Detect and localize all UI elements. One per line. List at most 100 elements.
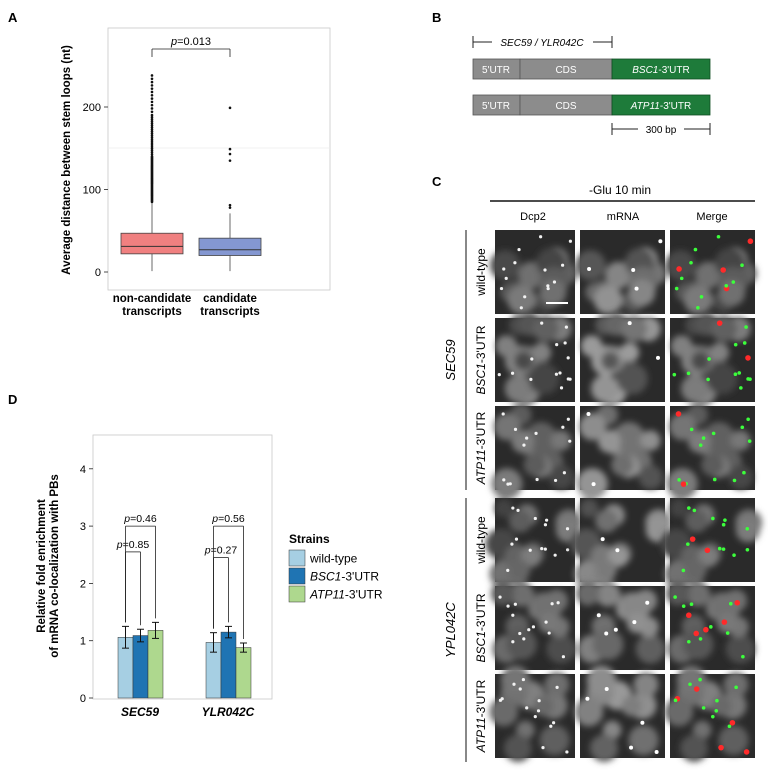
bar-2-1 bbox=[132, 635, 149, 699]
construct-bsc1: 5'UTR CDS BSC1-3'UTR bbox=[472, 58, 711, 80]
micrograph-tile bbox=[575, 230, 667, 315]
micrograph-dot bbox=[674, 286, 679, 291]
micrograph-cell bbox=[687, 430, 711, 454]
sig-pvalue-rest: =0.46 bbox=[130, 513, 157, 525]
micrograph-dot bbox=[506, 604, 510, 608]
micrograph-cell bbox=[494, 499, 514, 518]
box-outlier bbox=[150, 100, 154, 104]
sig-pvalue: p=0.46 bbox=[123, 513, 157, 525]
micrograph-dot bbox=[546, 286, 550, 291]
micrograph-cell bbox=[504, 374, 533, 403]
panel-b-letter: B bbox=[432, 10, 441, 25]
micrograph-dot bbox=[740, 425, 745, 430]
micrograph-cell bbox=[666, 581, 690, 606]
column-label-dcp2: Dcp2 bbox=[520, 211, 546, 223]
micrograph-dot bbox=[531, 625, 536, 629]
construct-2-utr5: 5'UTR bbox=[482, 101, 510, 112]
micrograph-cells bbox=[580, 312, 661, 406]
panel-a-xlabel-2-line2: transcripts bbox=[200, 306, 259, 318]
micrograph-dot bbox=[604, 631, 609, 636]
box-outlier bbox=[150, 152, 154, 156]
micrograph-dot bbox=[553, 478, 558, 483]
legend-label-suffix: wild-type bbox=[309, 552, 358, 566]
micrograph-tile bbox=[489, 665, 575, 763]
micrograph-dot bbox=[498, 595, 502, 599]
micrograph-dot bbox=[631, 268, 636, 273]
micrograph-cells bbox=[570, 499, 673, 588]
micrograph-tile bbox=[670, 312, 755, 406]
micrograph-cell bbox=[493, 413, 521, 441]
micrograph-cell bbox=[580, 335, 603, 357]
panel-d-ytick-label: 3 bbox=[80, 521, 86, 533]
micrograph-cell bbox=[701, 453, 724, 476]
micrograph-cell bbox=[591, 374, 620, 403]
micrograph-dot bbox=[562, 471, 566, 475]
micrograph-dot bbox=[698, 637, 703, 641]
micrograph-cell bbox=[509, 559, 531, 581]
micrograph-dot bbox=[716, 234, 721, 239]
micrograph-dot bbox=[698, 677, 702, 682]
panel-a-ytick-label: 100 bbox=[83, 185, 101, 197]
panel-a-significance: p=0.013 bbox=[151, 36, 231, 57]
micrograph-cells bbox=[489, 665, 570, 763]
bar-2-2 bbox=[220, 631, 237, 699]
micrograph-dot bbox=[654, 749, 659, 754]
micrograph-dot bbox=[555, 685, 559, 689]
box-outlier bbox=[150, 150, 154, 154]
micrograph-cell bbox=[718, 725, 749, 756]
legend-label-gene: BSC1 bbox=[310, 570, 341, 584]
micrograph-dot bbox=[527, 628, 531, 632]
strain-label-suffix: wild-type bbox=[474, 516, 488, 565]
micrograph-cell bbox=[532, 592, 563, 623]
micrograph-dot bbox=[673, 698, 678, 703]
micrograph-dot bbox=[721, 619, 728, 625]
micrograph-cell bbox=[593, 285, 623, 315]
legend-label-1: wild-type bbox=[309, 552, 358, 566]
micrograph-tile bbox=[576, 404, 665, 500]
sig-pvalue: p=0.27 bbox=[204, 545, 238, 557]
micrograph-dot bbox=[627, 321, 632, 326]
micrograph-dot bbox=[675, 411, 682, 417]
micrograph-dot bbox=[566, 356, 570, 360]
micrograph-dot bbox=[701, 436, 706, 440]
micrograph-cell bbox=[528, 363, 560, 395]
micrograph-dot bbox=[718, 744, 724, 751]
micrograph-cell bbox=[532, 315, 559, 342]
micrograph-cell bbox=[538, 612, 559, 634]
micrograph-dot bbox=[536, 709, 541, 713]
legend-label-gene: ATP11 bbox=[309, 588, 345, 602]
micrograph-cell bbox=[692, 720, 712, 740]
micrograph-dot bbox=[681, 568, 686, 573]
micrograph-dot bbox=[613, 627, 618, 632]
micrograph-dot bbox=[689, 427, 694, 432]
micrograph-dot bbox=[534, 431, 538, 435]
micrograph-dot bbox=[568, 439, 572, 443]
construct-atp11: 5'UTR CDS ATP11-3'UTR bbox=[472, 94, 711, 116]
strain-label: wild-type bbox=[474, 516, 488, 565]
micrograph-dot bbox=[712, 477, 717, 482]
micrograph-cell bbox=[605, 261, 632, 289]
micrograph-tile bbox=[666, 404, 755, 500]
sig-pvalue-rest: =0.56 bbox=[218, 513, 245, 525]
micrograph-cell bbox=[621, 696, 642, 717]
micrograph-dot bbox=[543, 547, 547, 551]
micrograph-dot bbox=[687, 639, 691, 644]
legend-title: Strains bbox=[289, 532, 330, 546]
micrograph-cell bbox=[539, 725, 570, 756]
micrograph-dot bbox=[640, 720, 645, 725]
micrograph-dot bbox=[685, 612, 692, 619]
box-outlier bbox=[228, 106, 232, 110]
micrograph-dot bbox=[716, 320, 723, 326]
micrograph-cell bbox=[664, 697, 694, 727]
panel-a-boxplot: 0 100 200 p=0.013 Average distance between… bbox=[61, 27, 331, 318]
micrograph-dot bbox=[692, 508, 697, 513]
box-outlier bbox=[150, 146, 154, 150]
micrograph-cell bbox=[709, 342, 730, 363]
micrograph-cell bbox=[616, 363, 648, 395]
micrograph-dot bbox=[519, 306, 523, 310]
micrograph-cells bbox=[576, 581, 666, 664]
box-outlier bbox=[150, 148, 154, 152]
micrograph-dot bbox=[556, 601, 560, 605]
panel-b-constructs: SEC59 / YLR042C 5'UTR CDS BSC1-3'UTR 5'U… bbox=[472, 36, 711, 136]
micrograph-dot bbox=[714, 709, 719, 713]
